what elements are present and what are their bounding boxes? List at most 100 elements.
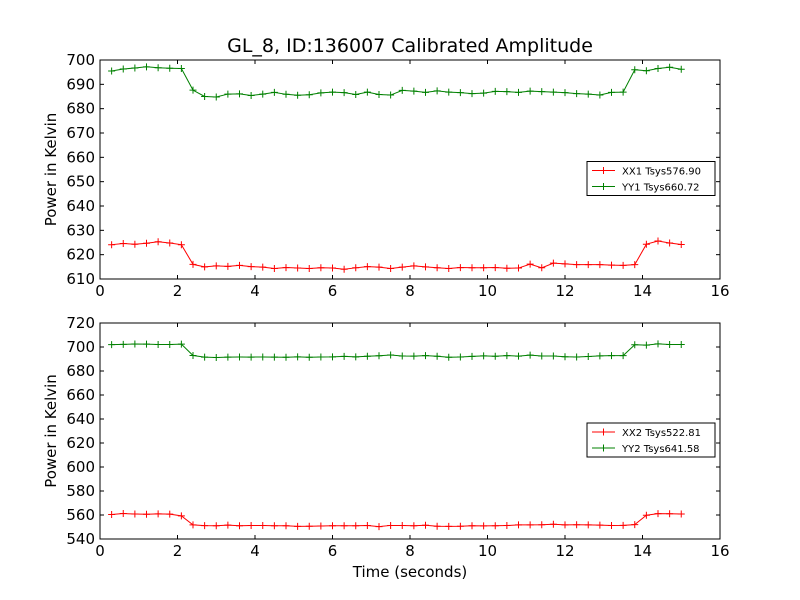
data-point: [654, 510, 662, 518]
data-point: [596, 91, 604, 99]
data-point: [573, 353, 581, 361]
data-point: [108, 511, 116, 519]
x-tick-label: 4: [250, 282, 260, 300]
data-point: [177, 340, 185, 348]
data-point: [224, 262, 232, 270]
data-point: [212, 353, 220, 361]
data-point: [584, 352, 592, 360]
data-point: [329, 353, 336, 361]
y-tick-label: 630: [66, 221, 95, 239]
data-point: [294, 91, 302, 99]
data-point: [317, 522, 325, 530]
data-point: [631, 66, 639, 74]
data-point: [259, 522, 267, 530]
data-point: [329, 264, 336, 272]
data-point: [154, 238, 162, 246]
data-point: [480, 352, 488, 360]
data-point: [363, 522, 371, 530]
data-point: [445, 353, 453, 361]
data-point: [549, 352, 557, 360]
data-point: [340, 352, 348, 360]
data-point: [538, 264, 546, 272]
y-tick-label: 660: [66, 386, 95, 404]
data-point: [573, 521, 581, 529]
data-point: [410, 522, 418, 530]
data-point: [317, 264, 325, 272]
data-point: [166, 510, 174, 518]
data-point: [619, 352, 627, 360]
data-point: [549, 88, 557, 96]
x-tick-label: 8: [405, 282, 415, 300]
x-tick-label: 16: [710, 542, 729, 560]
data-point: [119, 65, 127, 73]
data-point: [305, 353, 313, 361]
data-point: [445, 88, 453, 96]
data-point: [143, 340, 150, 348]
data-point: [480, 522, 488, 530]
y-tick-label: 560: [66, 506, 95, 524]
data-point: [398, 86, 406, 94]
data-point: [236, 261, 243, 269]
data-point: [456, 89, 464, 97]
data-point: [166, 239, 174, 247]
data-point: [270, 88, 278, 96]
data-point: [143, 239, 150, 247]
data-point: [491, 264, 499, 272]
data-point: [177, 241, 185, 249]
data-point: [375, 263, 383, 271]
y-tick-label: 600: [66, 458, 95, 476]
y-tick-label: 580: [66, 482, 95, 500]
data-point: [131, 510, 139, 518]
data-point: [422, 352, 429, 360]
y-tick-label: 680: [66, 100, 95, 118]
data-point: [224, 90, 232, 98]
legend-marker: [600, 167, 607, 174]
series-line: [111, 240, 682, 270]
data-point: [352, 522, 360, 530]
data-point: [352, 353, 360, 361]
data-point: [468, 522, 476, 530]
legend-marker: [600, 444, 607, 452]
data-point: [456, 353, 464, 361]
data-point: [642, 341, 650, 349]
data-point: [480, 264, 488, 272]
x-tick-label: 0: [95, 542, 105, 560]
data-point: [538, 352, 546, 360]
data-point: [596, 521, 604, 529]
data-point: [270, 353, 278, 361]
data-point: [596, 352, 604, 360]
data-point: [259, 90, 267, 98]
data-point: [677, 240, 685, 248]
data-point: [515, 264, 522, 272]
data-point: [375, 91, 383, 99]
data-point: [224, 353, 232, 361]
data-point: [549, 259, 557, 267]
data-point: [329, 522, 336, 530]
data-point: [131, 64, 139, 72]
data-point: [119, 239, 127, 247]
data-point: [666, 340, 674, 348]
data-point: [131, 340, 139, 348]
y-tick-label: 680: [66, 362, 95, 380]
data-point: [561, 89, 569, 97]
data-point: [189, 260, 197, 268]
data-point: [422, 263, 429, 271]
y-tick-label: 650: [66, 173, 95, 191]
legend-label: XX2 Tsys522.81: [622, 428, 701, 439]
data-point: [654, 237, 662, 245]
data-point: [387, 521, 395, 529]
data-point: [619, 521, 627, 529]
data-point: [642, 240, 650, 248]
data-point: [398, 522, 406, 530]
data-point: [108, 241, 116, 249]
data-point: [515, 352, 522, 360]
data-point: [584, 521, 592, 529]
data-point: [387, 351, 395, 359]
legend-label: XX1 Tsys576.90: [622, 167, 701, 178]
data-point: [259, 263, 267, 271]
data-point: [166, 64, 174, 72]
data-point: [561, 521, 569, 529]
data-point: [503, 88, 511, 96]
data-point: [247, 263, 255, 271]
series-1: [108, 237, 685, 273]
